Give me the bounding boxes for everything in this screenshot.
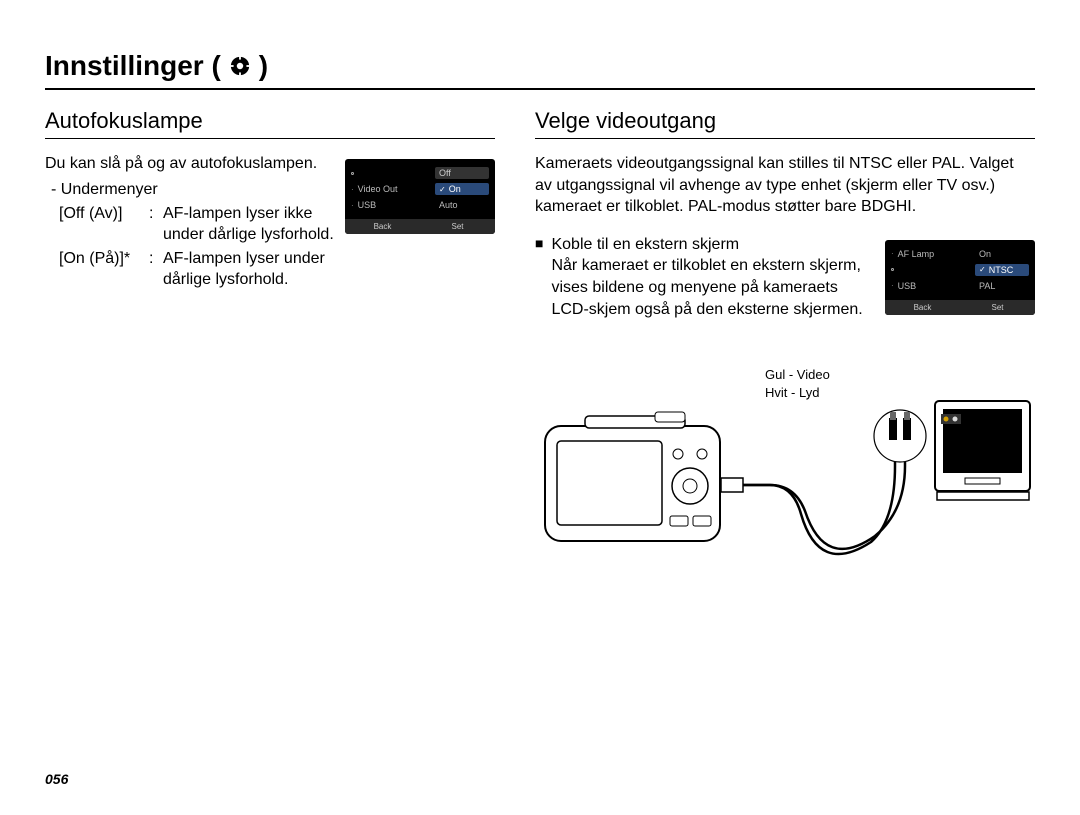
label-video: Gul - Video — [765, 366, 830, 384]
left-heading: Autofokuslampe — [45, 108, 495, 139]
menu-value: Auto — [435, 200, 489, 210]
menu-label: USB — [358, 200, 377, 210]
option-desc: AF-lampen lyser under dårlige lysforhold… — [163, 248, 335, 291]
option-row: [Off (Av)] : AF-lampen lyser ikke under … — [59, 203, 335, 246]
menu-label: Video Out — [358, 184, 398, 194]
bullet-body: Når kameraet er tilkoblet en ekstern skj… — [551, 255, 873, 320]
menu-label: AF Lamp — [898, 249, 935, 259]
title-suffix: ) — [259, 50, 268, 82]
right-heading: Velge videoutgang — [535, 108, 1035, 139]
menu-value-selected: ✓On — [435, 183, 489, 195]
menu-icon — [351, 172, 354, 175]
bullet-icon: ■ — [535, 234, 543, 326]
menu-back: Back — [885, 300, 960, 315]
menu-set: Set — [420, 219, 495, 234]
option-desc: AF-lampen lyser ikke under dårlige lysfo… — [163, 203, 335, 246]
connection-diagram: Gul - Video Hvit - Lyd — [535, 366, 1035, 596]
right-column: Velge videoutgang Kameraets videoutgangs… — [535, 108, 1035, 596]
option-sep: : — [149, 248, 163, 291]
menu-value: On — [975, 249, 1029, 259]
cable-labels: Gul - Video Hvit - Lyd — [765, 366, 830, 402]
menu-footer: Back Set — [345, 219, 495, 234]
menu-set: Set — [960, 300, 1035, 315]
submenu-label: - Undermenyer — [51, 181, 335, 199]
bullet-title: Koble til en ekstern skjerm — [551, 234, 873, 256]
menu-icon — [891, 268, 894, 271]
right-intro: Kameraets videoutgangssignal kan stilles… — [535, 153, 1035, 218]
menu-back: Back — [345, 219, 420, 234]
left-intro: Du kan slå på og av autofokuslampen. — [45, 153, 335, 175]
menu-value: Off — [435, 167, 489, 179]
gear-icon — [229, 55, 251, 77]
label-audio: Hvit - Lyd — [765, 384, 830, 402]
menu-value: PAL — [975, 281, 1029, 291]
left-column: Autofokuslampe Du kan slå på og av autof… — [45, 108, 495, 596]
option-row: [On (På)]* : AF-lampen lyser under dårli… — [59, 248, 335, 291]
menu-footer: Back Set — [885, 300, 1035, 315]
video-menu-screenshot: ·AF Lamp On ✓NTSC ·USB PAL Back Set — [885, 240, 1035, 315]
option-key: [Off (Av)] — [59, 203, 149, 246]
option-key: [On (På)]* — [59, 248, 149, 291]
menu-value-selected: ✓NTSC — [975, 264, 1029, 276]
menu-label: USB — [898, 281, 917, 291]
option-sep: : — [149, 203, 163, 246]
af-menu-screenshot: Off ·Video Out ✓On ·USB Auto Back Set — [345, 159, 495, 234]
page-number: 056 — [45, 771, 68, 787]
page-title: Innstillinger ( ) — [45, 50, 1035, 90]
title-text: Innstillinger ( — [45, 50, 221, 82]
